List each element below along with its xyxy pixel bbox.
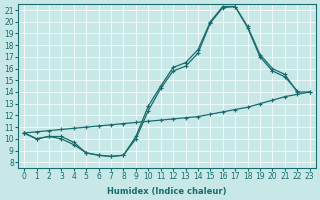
X-axis label: Humidex (Indice chaleur): Humidex (Indice chaleur) <box>107 187 227 196</box>
